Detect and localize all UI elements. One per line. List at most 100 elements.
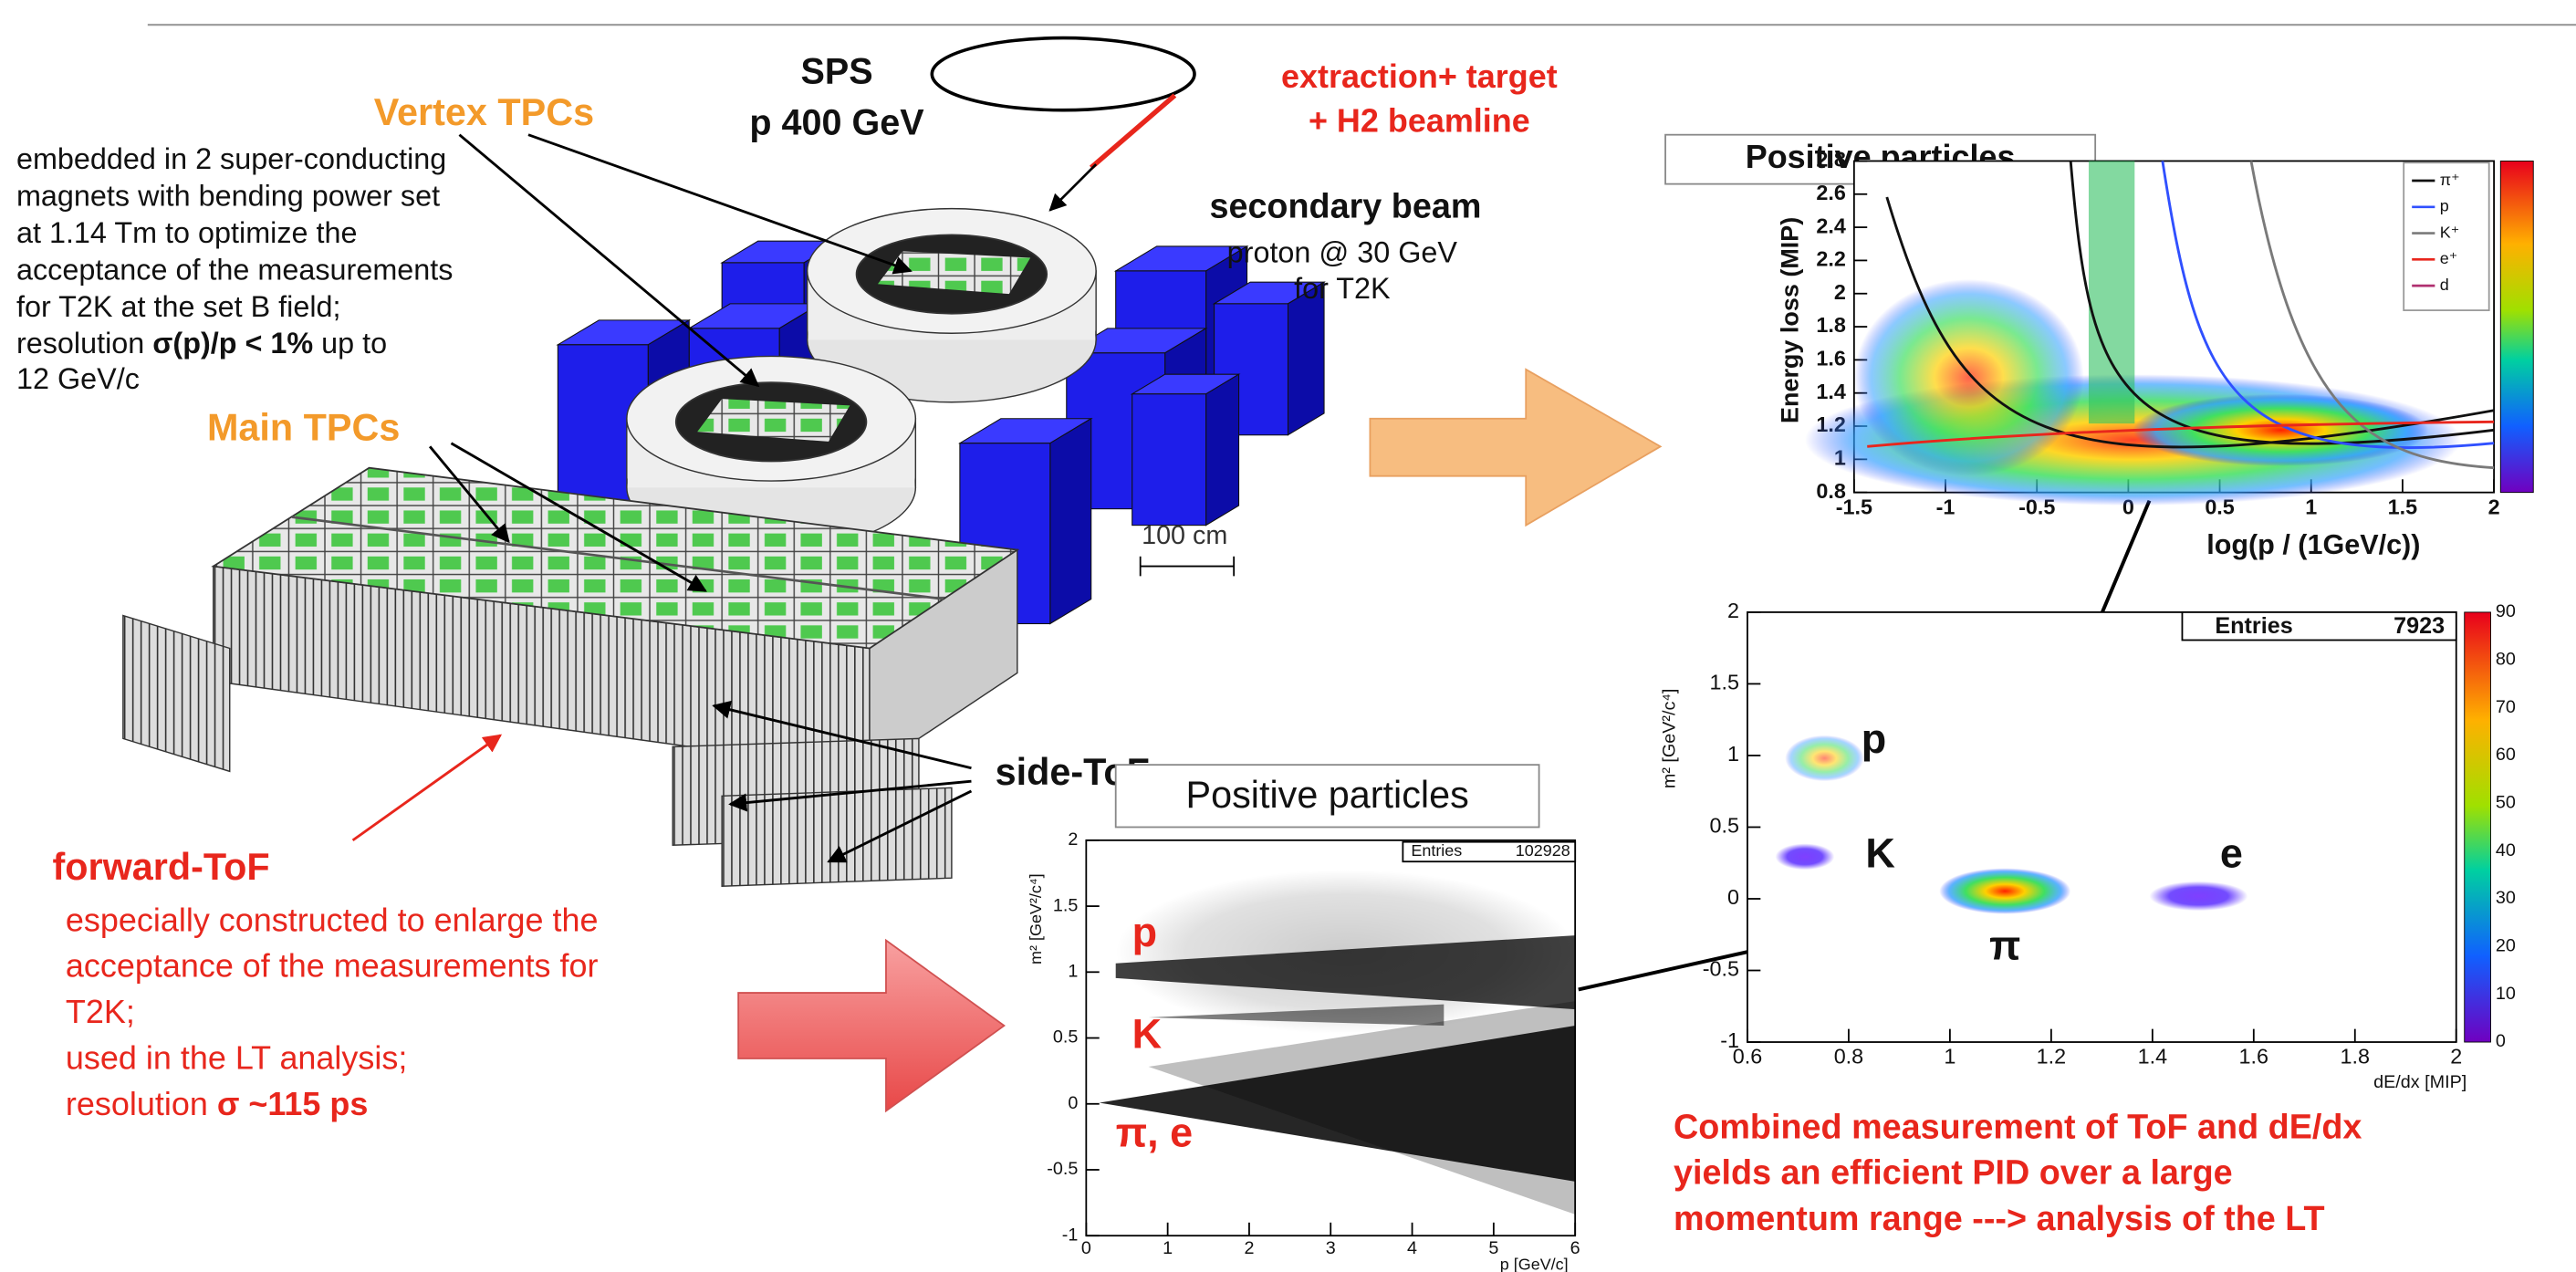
x-tick-label: 2 <box>1244 1238 1254 1258</box>
colorbar-tick-label: 0 <box>2496 1031 2506 1051</box>
colorbar-tick-label: 40 <box>2496 840 2516 860</box>
slide: SPSp 400 GeVextraction+ target+ H2 beaml… <box>0 0 2576 1272</box>
plot-frame <box>1747 612 2456 1042</box>
x-tick-label: 2 <box>2488 495 2500 518</box>
vertex-tpcs-text: acceptance of the measurements <box>16 253 453 286</box>
entries-value: 7923 <box>2393 613 2445 639</box>
x-tick-label: 0.6 <box>1733 1045 1762 1069</box>
secondary-beam-title: secondary beam <box>1209 187 1481 225</box>
secondary-beam-text: for T2K <box>1294 272 1391 305</box>
sps-energy: p 400 GeV <box>749 102 924 142</box>
particle-label: π <box>1989 922 2020 968</box>
y-tick-label: 0 <box>1727 885 1739 909</box>
vertex-tpcs-resolution: resolution σ(p)/p < 1% up to <box>16 326 387 359</box>
density-blob <box>1854 279 2084 476</box>
pointer-arrow <box>528 135 911 271</box>
x-tick-label: -1.5 <box>1836 495 1872 518</box>
sps-title: SPS <box>800 52 872 92</box>
legend-label: p <box>2440 197 2449 215</box>
magnet-front <box>1132 394 1206 526</box>
secondary-beam-text: proton @ 30 GeV <box>1227 235 1458 268</box>
forward-tof-resolution: resolution σ ~115 ps <box>66 1085 368 1122</box>
y-tick-label: 2 <box>1068 829 1078 850</box>
x-axis-label: p [GeV/c] <box>1500 1255 1569 1272</box>
y-tick-label: 1.5 <box>1053 895 1078 915</box>
x-tick-label: 1 <box>1944 1045 1955 1069</box>
density-blob <box>1939 868 2070 913</box>
legend-label: e⁺ <box>2440 249 2457 267</box>
vertex-tpcs-text: for T2K at the set B field; <box>16 290 341 323</box>
y-tick-label: 1.5 <box>1709 671 1738 694</box>
forward-tof-title: forward-ToF <box>53 846 270 888</box>
x-axis-label: dE/dx [MIP] <box>2373 1072 2466 1092</box>
magnet-side <box>1050 419 1091 624</box>
pointer-arrow <box>353 735 501 840</box>
y-axis-label: m² [GeV²/c⁴] <box>1660 689 1680 789</box>
colorbar-tick-label: 30 <box>2496 888 2516 908</box>
entries-label: Entries <box>1411 841 1462 860</box>
y-axis-label: Energy loss (MIP) <box>1777 217 1804 423</box>
density-band <box>2089 161 2134 423</box>
colorbar <box>2500 161 2533 492</box>
flow-arrow <box>738 941 1004 1111</box>
magnet-side <box>1288 282 1325 435</box>
density-blob <box>2133 394 2429 466</box>
y-tick-label: 0 <box>1068 1093 1078 1113</box>
x-tick-label: 1.2 <box>2037 1045 2066 1069</box>
x-tick-label: 1.8 <box>2341 1045 2370 1069</box>
y-tick-label: -0.5 <box>1703 957 1739 981</box>
legend-label: d <box>2440 276 2449 294</box>
particle-label: p <box>1132 909 1157 955</box>
y-tick-label: 1 <box>1068 962 1078 982</box>
y-tick-label: 1.8 <box>1816 313 1845 337</box>
vertex-tpcs-text: 12 GeV/c <box>16 362 140 395</box>
scale-bar-label: 100 cm <box>1142 521 1227 550</box>
legend-label: K⁺ <box>2440 223 2459 241</box>
beam-arrow <box>1050 164 1096 210</box>
x-tick-label: 1 <box>2305 495 2317 518</box>
y-tick-label: 2.6 <box>1816 181 1845 204</box>
particle-label: K <box>1865 830 1895 877</box>
forward-tof-text: used in the LT analysis; <box>66 1038 407 1076</box>
forward-tof-text: T2K; <box>66 993 135 1030</box>
x-tick-label: 0.8 <box>1834 1045 1863 1069</box>
x-tick-label: 2 <box>2450 1045 2462 1069</box>
density-blob <box>2149 881 2247 911</box>
plot-title: Positive particles <box>1186 774 1469 816</box>
x-axis-label: log(p / (1GeV/c)) <box>2206 529 2420 560</box>
particle-label: e <box>2220 830 2243 877</box>
y-tick-label: 2 <box>1727 599 1739 622</box>
vertex-tpcs-text: magnets with bending power set <box>16 179 440 212</box>
x-tick-label: 3 <box>1326 1238 1336 1258</box>
vertex-tpcs-text: at 1.14 Tm to optimize the <box>16 216 358 249</box>
caption-text: momentum range ---> analysis of the LT <box>1674 1199 2325 1237</box>
colorbar-tick-label: 90 <box>2496 601 2516 621</box>
forward-tof-text: especially constructed to enlarge the <box>66 901 599 938</box>
colorbar-tick-label: 80 <box>2496 649 2516 669</box>
main-tpcs-title: Main TPCs <box>207 406 400 448</box>
vertex-tpcs-resolution-part: up to <box>313 326 387 359</box>
magnet-side <box>1206 374 1239 525</box>
colorbar <box>2465 612 2491 1042</box>
vertex-tpcs-resolution-part: resolution <box>16 326 152 359</box>
x-tick-label: 1.6 <box>2239 1045 2268 1069</box>
colorbar-tick-label: 50 <box>2496 793 2516 813</box>
y-axis-label: m² [GeV²/c⁴] <box>1027 873 1045 964</box>
vertex-tpcs-text: embedded in 2 super-conducting <box>16 142 446 175</box>
x-tick-label: 5 <box>1488 1238 1498 1258</box>
y-tick-label: 1 <box>1727 742 1739 766</box>
density-blob <box>1785 735 1863 781</box>
vertex-tpcs-title: Vertex TPCs <box>374 91 594 133</box>
x-tick-label: 1 <box>1163 1238 1173 1258</box>
x-tick-label: 1.5 <box>2388 495 2417 518</box>
extraction-label: + H2 beamline <box>1309 102 1530 140</box>
y-tick-label: 2.4 <box>1816 214 1845 237</box>
x-tick-label: 4 <box>1407 1238 1417 1258</box>
y-tick-label: 2.2 <box>1816 247 1845 271</box>
legend-label: π⁺ <box>2440 171 2460 189</box>
caption-text: yields an efficient PID over a large <box>1674 1153 2233 1192</box>
x-tick-label: -1 <box>1936 495 1955 518</box>
colorbar-tick-label: 70 <box>2496 697 2516 717</box>
y-tick-label: 2 <box>1834 280 1846 304</box>
y-tick-label: 0.5 <box>1053 1027 1078 1048</box>
